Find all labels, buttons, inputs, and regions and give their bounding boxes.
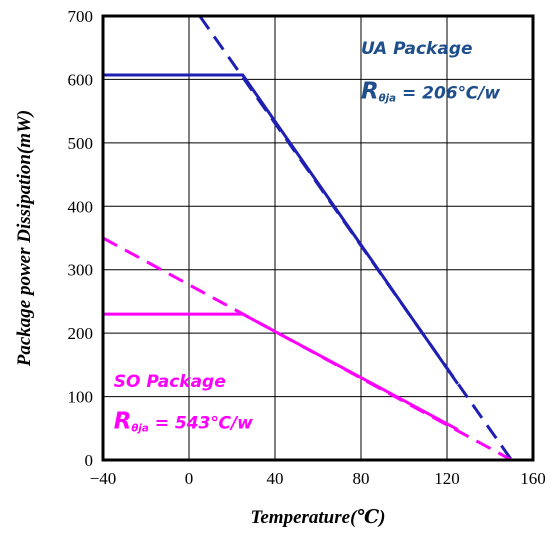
so-rth-label: Rθja = 543℃/w xyxy=(114,408,253,434)
x-tick-label: 80 xyxy=(353,469,370,488)
y-tick-label: 200 xyxy=(68,324,94,343)
x-tick-label: 160 xyxy=(520,469,546,488)
y-tick-label: 600 xyxy=(68,70,94,89)
grid xyxy=(103,16,533,460)
x-tick-label: −40 xyxy=(90,469,117,488)
y-tick-label: 100 xyxy=(68,388,94,407)
y-tick-label: 400 xyxy=(68,197,94,216)
annotations: UA Package Rθja = 206℃/w SO Package Rθja = … xyxy=(114,39,501,434)
y-tick-label: 0 xyxy=(85,451,94,470)
x-tick-label: 0 xyxy=(185,469,194,488)
series-layer xyxy=(103,16,513,460)
ua-rth-label: Rθja = 206℃/w xyxy=(361,78,500,104)
x-axis-title: Temperature(℃) xyxy=(251,507,386,528)
y-tick-label: 300 xyxy=(68,261,94,280)
y-axis-title: Package power Dissipation(mW) xyxy=(14,110,35,368)
y-tick-label: 700 xyxy=(68,7,94,26)
x-tick-label: 40 xyxy=(267,469,284,488)
x-tick-label: 120 xyxy=(434,469,460,488)
series-0-solid-line xyxy=(103,73,459,385)
plot-frame xyxy=(101,14,535,462)
ua-title-label: UA Package xyxy=(361,39,473,59)
y-tick-label: 500 xyxy=(68,134,94,153)
so-title-label: SO Package xyxy=(114,372,226,392)
series-1-solid-line xyxy=(103,312,459,431)
